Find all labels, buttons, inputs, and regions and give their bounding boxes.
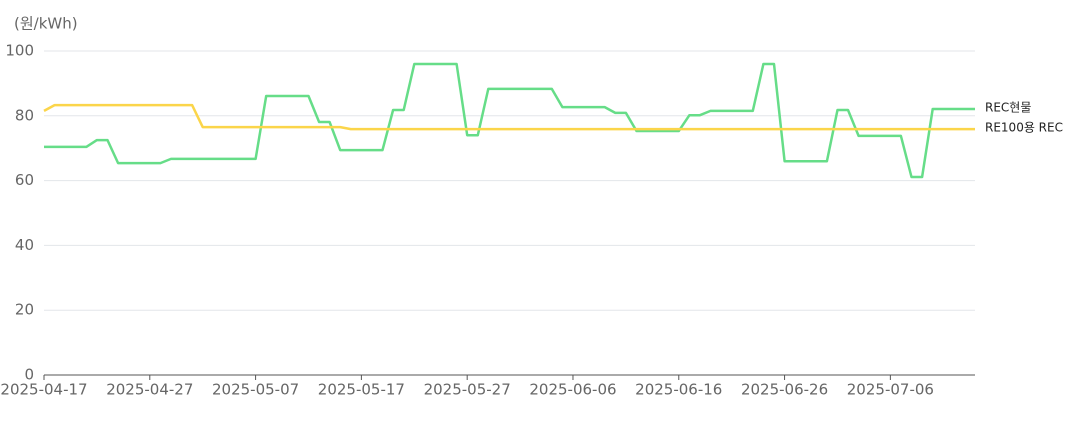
x-tick-label: 2025-06-06: [529, 381, 616, 399]
legend-label: REC현물: [985, 101, 1031, 115]
x-tick-label: 2025-05-07: [212, 381, 299, 399]
y-tick-label: 40: [15, 236, 34, 254]
x-tick-label: 2025-06-26: [741, 381, 828, 399]
x-tick-label: 2025-05-17: [318, 381, 405, 399]
x-tick-label: 2025-05-27: [424, 381, 511, 399]
y-tick-label: 80: [15, 106, 34, 124]
y-axis-label: (원/kWh): [14, 15, 78, 33]
line: [43, 103, 975, 131]
y-tick-label: 60: [15, 171, 34, 189]
y-tick-label: 20: [15, 301, 34, 319]
y-tick-label: 100: [5, 42, 34, 60]
x-tick-label: 2025-04-17: [0, 381, 87, 399]
line: [44, 62, 975, 179]
x-tick-label: 2025-06-16: [635, 381, 722, 399]
legend-label: RE100용 REC: [985, 121, 1063, 135]
x-tick-label: 2025-04-27: [106, 381, 193, 399]
y-tick-label: 0: [24, 366, 34, 384]
x-tick-label: 2025-07-06: [847, 381, 934, 399]
